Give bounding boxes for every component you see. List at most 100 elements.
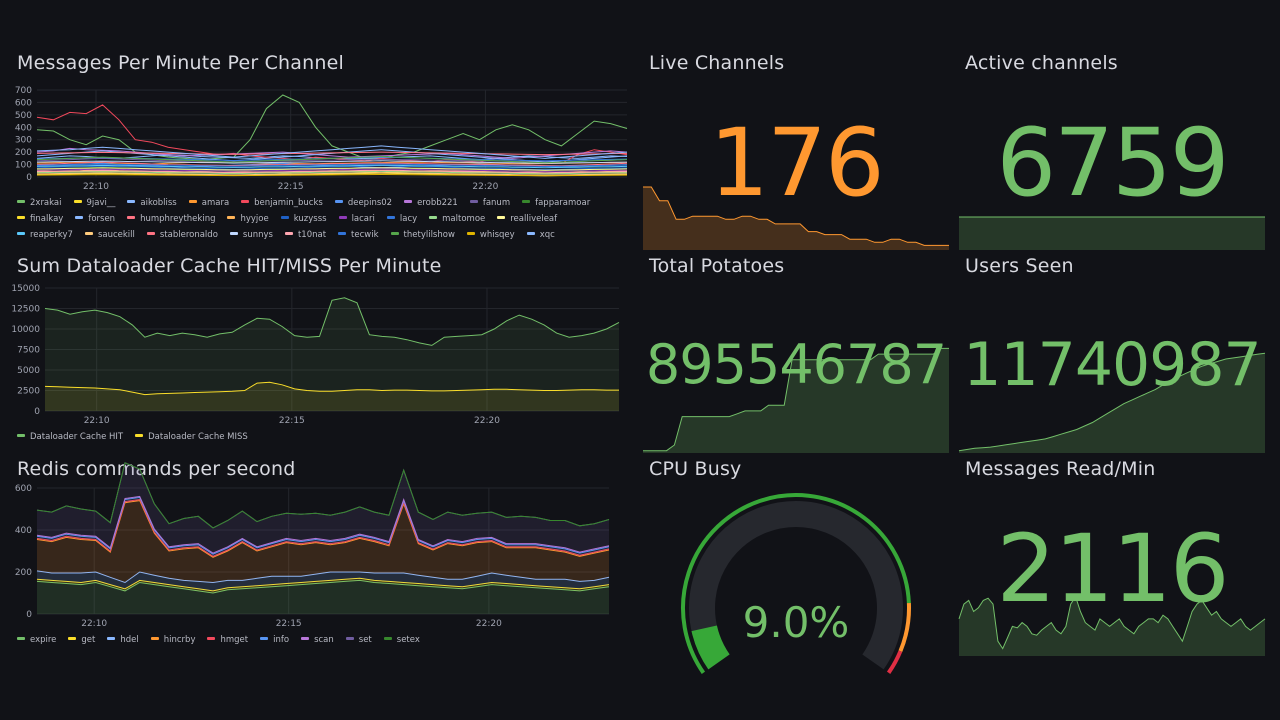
legend-swatch <box>404 200 413 203</box>
panel-title[interactable]: Total Potatoes <box>649 255 785 277</box>
series-line-setex <box>36 462 610 529</box>
panel-title[interactable]: Redis commands per second <box>17 458 296 480</box>
legend-swatch <box>334 200 343 203</box>
legend-item-setex[interactable]: setex <box>383 632 420 648</box>
stat-value: 2116 <box>996 515 1229 624</box>
active-channels-sparkline <box>959 216 1265 250</box>
legend-item-forsen[interactable]: forsen <box>75 211 115 227</box>
legend-label: tecwik <box>351 230 379 240</box>
panel-title[interactable]: Messages Per Minute Per Channel <box>17 52 344 74</box>
panel-title[interactable]: CPU Busy <box>649 458 742 480</box>
panel-title[interactable]: Messages Read/Min <box>965 458 1156 480</box>
legend-item-realliveleaf[interactable]: realliveleaf <box>497 211 557 227</box>
panel-cpu-busy: CPU Busy 9.0% <box>643 458 949 674</box>
legend-item-lacari[interactable]: lacari <box>338 211 375 227</box>
live-channels-sparkline <box>643 186 949 250</box>
series-area-hincrby <box>37 500 609 583</box>
series-line-stableronaldo <box>36 151 628 156</box>
legend-item-aikobliss[interactable]: aikobliss <box>127 195 177 211</box>
legend-item-erobb221[interactable]: erobb221 <box>404 195 458 211</box>
legend-item-lacy[interactable]: lacy <box>386 211 417 227</box>
legend-swatch <box>229 232 238 235</box>
legend-item-hmget[interactable]: hmget <box>207 632 248 648</box>
legend-item-reaperky7[interactable]: reaperky7 <box>17 227 73 243</box>
panel-live-channels: Live Channels 176 <box>643 52 949 250</box>
legend-item-whisqey[interactable]: whisqey <box>466 227 515 243</box>
legend-item-Dataloader Cache MISS[interactable]: Dataloader Cache MISS <box>135 429 248 445</box>
legend-item-amara[interactable]: amara <box>188 195 229 211</box>
legend-swatch <box>17 637 25 640</box>
series-line-sunnys <box>36 160 628 164</box>
legend-swatch <box>497 216 506 219</box>
legend-swatch <box>338 216 347 219</box>
gauge-threshold-red <box>886 650 903 674</box>
sparkline-line <box>958 352 1266 452</box>
legend-swatch <box>280 216 289 219</box>
legend-item-hdel[interactable]: hdel <box>107 632 139 648</box>
legend-item-thetylilshow[interactable]: thetylilshow <box>390 227 455 243</box>
legend-item-hincrby[interactable]: hincrby <box>150 632 195 648</box>
y-tick-label: 7500 <box>17 346 40 356</box>
legend-item-fanum[interactable]: fanum <box>469 195 510 211</box>
panel-title[interactable]: Live Channels <box>649 52 785 74</box>
y-tick-label: 500 <box>15 111 32 121</box>
panel-active-channels: Active channels 6759 <box>959 52 1265 250</box>
legend-item-t10nat[interactable]: t10nat <box>284 227 326 243</box>
dataloader-legend: Dataloader Cache HIT Dataloader Cache MIS… <box>17 429 617 445</box>
legend-item-xqc[interactable]: xqc <box>526 227 555 243</box>
legend-item-Dataloader Cache HIT[interactable]: Dataloader Cache HIT <box>17 429 123 445</box>
series-line-realliveleaf <box>36 167 628 171</box>
legend-item-scan[interactable]: scan <box>301 632 334 648</box>
series-area-hdel <box>37 570 609 591</box>
y-tick-label: 200 <box>15 148 32 158</box>
x-tick-label: 22:20 <box>472 182 498 192</box>
legend-label: finalkay <box>30 214 64 224</box>
series-line-lacari <box>36 168 628 172</box>
legend-item-sunnys[interactable]: sunnys <box>229 227 273 243</box>
legend-swatch <box>75 216 84 219</box>
series-area-expire <box>37 580 609 614</box>
legend-item-fapparamoar[interactable]: fapparamoar <box>522 195 590 211</box>
legend-swatch <box>17 216 25 219</box>
legend-item-kuzysss[interactable]: kuzysss <box>280 211 327 227</box>
series-area-Dataloader Cache HIT <box>45 297 619 411</box>
legend-swatch <box>150 637 159 640</box>
legend-item-benjamin_bucks[interactable]: benjamin_bucks <box>241 195 323 211</box>
legend-item-info[interactable]: info <box>260 632 289 648</box>
legend-item-9javi__[interactable]: 9javi__ <box>73 195 115 211</box>
legend-item-2xrakai[interactable]: 2xrakai <box>17 195 62 211</box>
legend-label: thetylilshow <box>403 230 455 240</box>
legend-label: get <box>81 635 96 645</box>
legend-item-humphreytheking[interactable]: humphreytheking <box>127 211 215 227</box>
series-line-kuzysss <box>36 165 628 171</box>
dataloader-chart: 0 2500 5000 7500 10000 12500 15000 22:10 22:15 22… <box>11 284 620 426</box>
legend-item-set[interactable]: set <box>345 632 372 648</box>
panel-title[interactable]: Active channels <box>965 52 1118 74</box>
legend-label: 2xrakai <box>30 198 62 208</box>
legend-swatch <box>383 637 392 640</box>
legend-item-finalkay[interactable]: finalkay <box>17 211 63 227</box>
legend-item-tecwik[interactable]: tecwik <box>338 227 379 243</box>
legend-item-saucekill[interactable]: saucekill <box>84 227 135 243</box>
legend-swatch <box>522 200 531 203</box>
legend-item-maltomoe[interactable]: maltomoe <box>429 211 485 227</box>
legend-item-deepins02[interactable]: deepins02 <box>334 195 392 211</box>
users-seen-sparkline <box>958 352 1266 453</box>
legend-label: kuzysss <box>293 214 327 224</box>
stat-value: 6759 <box>996 109 1229 218</box>
panel-messages-per-minute: Messages Per Minute Per Channel 0 100 200 3… <box>15 52 630 247</box>
legend-item-expire[interactable]: expire <box>17 632 56 648</box>
panel-title[interactable]: Sum Dataloader Cache HIT/MISS Per Minute <box>17 255 442 277</box>
legend-item-hyyjoe[interactable]: hyyjoe <box>227 211 269 227</box>
panel-title[interactable]: Users Seen <box>965 255 1074 277</box>
legend-swatch <box>207 637 216 640</box>
legend-label: xqc <box>539 230 555 240</box>
y-tick-label: 15000 <box>11 284 40 294</box>
legend-item-stableronaldo[interactable]: stableronaldo <box>146 227 218 243</box>
legend-item-get[interactable]: get <box>68 632 95 648</box>
legend-label: forsen <box>88 214 116 224</box>
legend-swatch <box>17 434 25 437</box>
gauge-value: 9.0% <box>742 598 850 647</box>
y-tick-label: 400 <box>15 526 32 536</box>
gauge-track <box>689 501 903 670</box>
